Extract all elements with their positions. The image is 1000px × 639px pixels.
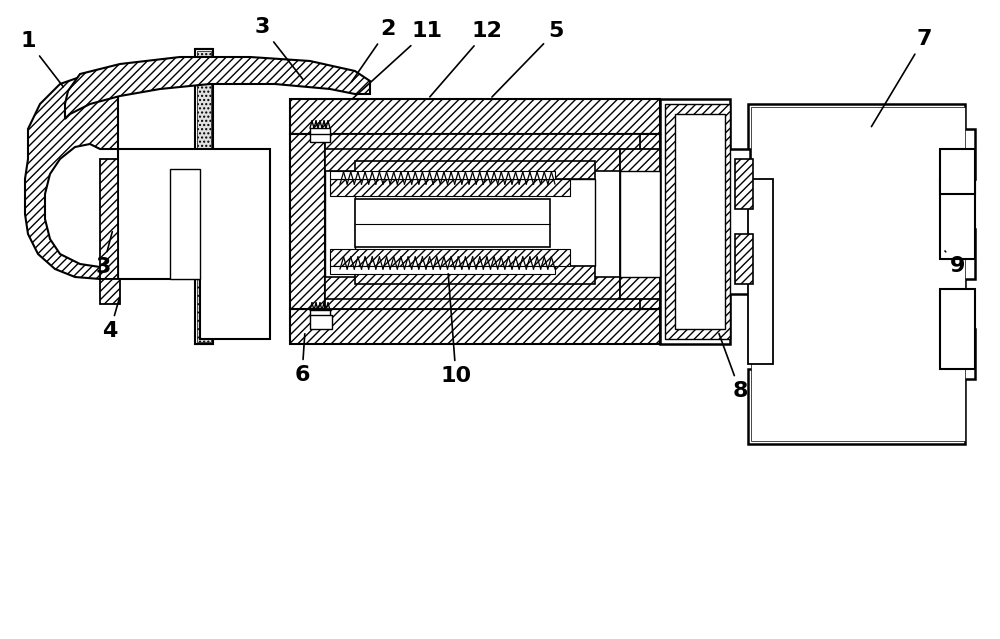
Bar — [735, 159, 753, 209]
Text: 9: 9 — [945, 251, 966, 276]
Bar — [325, 149, 620, 171]
Bar — [940, 149, 975, 194]
Bar — [195, 49, 213, 344]
Text: 5: 5 — [492, 21, 564, 97]
Text: 2: 2 — [352, 19, 396, 82]
Bar — [325, 134, 640, 159]
Text: 10: 10 — [440, 273, 472, 386]
Bar — [100, 159, 118, 279]
Polygon shape — [118, 149, 270, 339]
Bar — [665, 104, 730, 339]
Polygon shape — [170, 169, 200, 279]
Text: 12: 12 — [430, 21, 502, 97]
Bar — [355, 161, 595, 179]
Bar — [290, 99, 660, 134]
Bar — [940, 289, 975, 369]
Text: 7: 7 — [871, 29, 932, 127]
Bar — [330, 171, 555, 179]
Bar — [290, 309, 660, 344]
Text: 6: 6 — [294, 334, 310, 385]
Polygon shape — [660, 99, 750, 344]
Text: 1: 1 — [20, 31, 63, 87]
Bar — [290, 134, 325, 309]
Bar — [940, 179, 975, 259]
Bar — [325, 284, 640, 309]
Bar — [355, 179, 595, 266]
Bar — [310, 134, 330, 142]
Polygon shape — [65, 57, 370, 119]
Bar — [325, 159, 640, 284]
Bar — [620, 149, 660, 299]
Bar — [675, 114, 725, 329]
Polygon shape — [25, 77, 118, 279]
Bar — [625, 134, 660, 309]
Bar — [330, 179, 570, 196]
Bar — [751, 107, 965, 441]
Bar — [330, 266, 555, 274]
Bar — [355, 266, 595, 284]
Text: 3: 3 — [95, 232, 112, 277]
Bar — [100, 279, 120, 304]
Bar — [197, 51, 211, 342]
Bar — [310, 310, 330, 317]
Bar — [620, 171, 660, 277]
Bar — [355, 199, 550, 247]
Bar — [330, 249, 570, 266]
Polygon shape — [748, 104, 975, 444]
Text: 8: 8 — [719, 334, 748, 401]
Text: 3: 3 — [254, 17, 303, 80]
Bar — [310, 315, 332, 329]
Bar — [310, 128, 330, 135]
Bar — [325, 277, 620, 299]
Bar — [735, 234, 753, 284]
Text: 4: 4 — [102, 298, 119, 341]
Bar — [748, 179, 773, 364]
Text: 11: 11 — [352, 21, 442, 99]
